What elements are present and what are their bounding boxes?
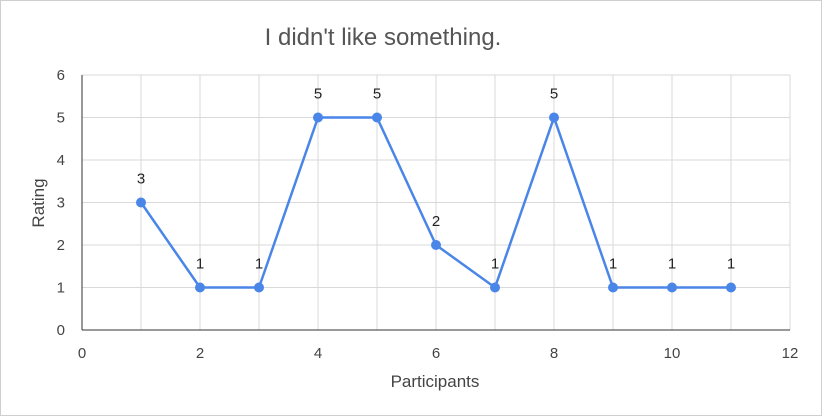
data-point (726, 282, 736, 293)
x-tick-label: 8 (550, 345, 558, 362)
y-tick-label: 6 (57, 67, 65, 84)
data-point (313, 112, 323, 123)
y-axis-label: Rating (29, 178, 48, 227)
y-tick-label: 2 (57, 237, 65, 254)
series (136, 112, 736, 293)
y-tick-label: 1 (57, 280, 65, 297)
data-label: 5 (373, 86, 381, 103)
data-label: 1 (668, 256, 676, 273)
axes (81, 75, 790, 331)
data-point (254, 282, 264, 293)
data-point (372, 112, 382, 123)
data-point (608, 282, 618, 293)
data-point (667, 282, 677, 293)
data-label: 5 (550, 86, 558, 103)
chart-title: I didn't like something. (265, 24, 502, 51)
x-tick-label: 4 (314, 345, 322, 362)
y-tick-label: 0 (57, 322, 65, 339)
x-tick-label: 6 (432, 345, 440, 362)
x-tick-label: 10 (664, 345, 681, 362)
x-tick-label: 0 (78, 345, 86, 362)
data-point (549, 112, 559, 123)
x-axis-label: Participants (391, 372, 480, 391)
data-point (136, 197, 146, 208)
data-label: 1 (255, 256, 263, 273)
x-tick-label: 12 (782, 345, 799, 362)
data-point (490, 282, 500, 293)
data-label: 1 (609, 256, 617, 273)
data-label: 1 (196, 256, 204, 273)
grid-lines (82, 74, 791, 330)
data-point (195, 282, 205, 293)
y-tick-label: 5 (57, 110, 65, 127)
data-point (431, 240, 441, 250)
data-label: 3 (137, 171, 145, 188)
y-tick-label: 4 (57, 152, 65, 169)
data-label: 2 (432, 213, 440, 230)
x-tick-label: 2 (196, 345, 204, 362)
data-label: 5 (314, 86, 322, 103)
y-tick-label: 3 (57, 195, 65, 212)
data-label: 1 (491, 256, 499, 273)
data-label: 1 (727, 256, 735, 273)
data-labels: 3 1 1 5 5 2 1 5 1 1 1 (137, 86, 735, 273)
